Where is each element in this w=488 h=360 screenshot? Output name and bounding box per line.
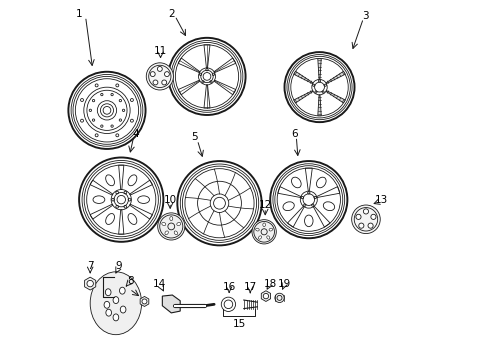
Circle shape <box>153 80 158 85</box>
Polygon shape <box>261 291 270 301</box>
Polygon shape <box>317 95 321 116</box>
Ellipse shape <box>283 202 294 211</box>
Text: 19: 19 <box>278 279 291 289</box>
Ellipse shape <box>119 287 125 294</box>
Ellipse shape <box>304 215 312 227</box>
Ellipse shape <box>105 175 114 186</box>
Circle shape <box>367 223 372 228</box>
Text: 15: 15 <box>232 319 245 329</box>
Circle shape <box>157 67 162 71</box>
Circle shape <box>142 299 147 304</box>
Ellipse shape <box>93 196 104 203</box>
Text: 4: 4 <box>132 129 139 139</box>
Circle shape <box>274 293 284 302</box>
Text: 2: 2 <box>167 9 174 19</box>
Text: 18: 18 <box>263 279 276 289</box>
Ellipse shape <box>262 223 265 226</box>
Circle shape <box>150 72 155 77</box>
Ellipse shape <box>255 228 259 231</box>
Ellipse shape <box>323 202 334 211</box>
Circle shape <box>162 80 166 85</box>
Ellipse shape <box>268 228 272 231</box>
Ellipse shape <box>105 213 114 224</box>
Ellipse shape <box>106 309 111 316</box>
Text: 14: 14 <box>153 279 166 289</box>
Polygon shape <box>325 71 345 84</box>
Ellipse shape <box>128 213 137 224</box>
Text: 9: 9 <box>115 261 122 271</box>
Text: 6: 6 <box>290 129 297 139</box>
Circle shape <box>263 293 268 299</box>
Ellipse shape <box>90 272 142 335</box>
Ellipse shape <box>128 175 137 186</box>
Ellipse shape <box>104 301 109 308</box>
Circle shape <box>370 214 375 220</box>
Text: 11: 11 <box>154 46 167 56</box>
Ellipse shape <box>113 297 119 303</box>
Text: 8: 8 <box>126 276 133 286</box>
Ellipse shape <box>120 306 126 313</box>
Polygon shape <box>140 296 148 306</box>
Polygon shape <box>317 58 321 80</box>
Ellipse shape <box>113 314 119 321</box>
Ellipse shape <box>138 196 149 203</box>
Polygon shape <box>84 277 96 290</box>
Ellipse shape <box>164 231 168 235</box>
Polygon shape <box>293 71 312 84</box>
Text: 7: 7 <box>87 261 93 271</box>
Text: 1: 1 <box>76 9 82 19</box>
Polygon shape <box>162 295 180 313</box>
Circle shape <box>363 209 368 214</box>
Text: 5: 5 <box>191 132 198 142</box>
Ellipse shape <box>174 231 177 235</box>
Circle shape <box>164 72 169 77</box>
Polygon shape <box>325 91 345 103</box>
Ellipse shape <box>266 236 269 239</box>
Text: 12: 12 <box>258 200 271 210</box>
Ellipse shape <box>316 177 325 188</box>
Text: 3: 3 <box>362 11 368 21</box>
Text: 16: 16 <box>222 282 235 292</box>
Circle shape <box>146 63 173 90</box>
Text: 13: 13 <box>374 195 387 204</box>
Circle shape <box>157 213 184 240</box>
Ellipse shape <box>162 222 165 226</box>
Text: 17: 17 <box>243 282 256 292</box>
Ellipse shape <box>169 216 172 221</box>
Circle shape <box>87 280 93 287</box>
Ellipse shape <box>176 222 181 226</box>
Circle shape <box>355 214 360 220</box>
Circle shape <box>358 223 363 228</box>
Ellipse shape <box>258 236 261 239</box>
Circle shape <box>251 220 276 244</box>
Text: 10: 10 <box>163 195 176 204</box>
Ellipse shape <box>291 177 301 188</box>
Circle shape <box>351 205 380 234</box>
Polygon shape <box>293 91 312 103</box>
Ellipse shape <box>105 289 111 296</box>
